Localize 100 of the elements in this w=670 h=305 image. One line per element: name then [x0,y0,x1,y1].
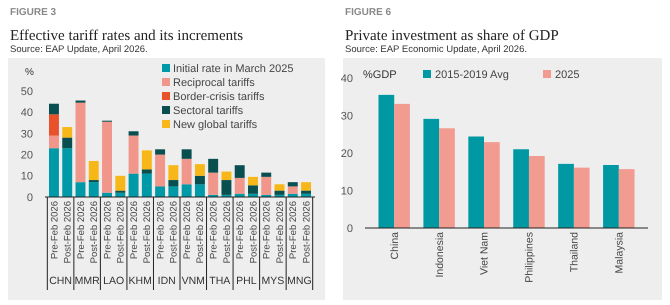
bar [423,118,440,228]
x-tick-label: Thailand [568,232,581,272]
x-tick-label: Pre-Feb 2026 [235,201,246,260]
y-tick-label: 40 [340,72,353,85]
bar [208,158,218,173]
text: PHL [236,275,257,287]
bar [618,169,635,228]
bar [208,172,218,195]
chart-title: Private investment as share of GDP [345,28,559,44]
x-tick-label: Viet Nam [478,232,491,275]
bar [301,190,312,194]
x-tick-label: Post-Feb 2026 [195,201,206,264]
bar [234,178,245,194]
source-note: Source: EAP Economic Update, April 2026. [345,44,528,55]
bar [128,131,139,136]
bar [528,156,545,228]
bar [248,185,258,194]
bar [234,165,245,178]
y-tick-label: 20 [20,149,33,162]
chart-title: Effective tariff rates and its increments [10,28,244,44]
y-axis-title: % [25,67,34,78]
x-tick-label: Post-Feb 2026 [142,201,154,264]
x-tick-label: Post-Feb 2026 [301,201,312,264]
bar [248,176,258,186]
bar [155,154,166,186]
bar [194,176,205,184]
bar [221,180,232,195]
bar [76,182,86,197]
bar [182,184,192,197]
bar [168,165,178,180]
y-tick-label: 30 [340,110,353,122]
y-axis-title: %GDP [363,69,397,81]
bar [142,150,152,170]
bar [48,114,59,136]
bar [261,172,272,177]
text: MNG [287,275,312,287]
x-tick-label: Pre-Feb 2026 [76,201,87,260]
bar [128,174,139,197]
legend-label: 2025 [555,69,580,81]
legend-label: New global tariffs [173,119,258,131]
bar [142,174,152,197]
bar [62,138,72,148]
bar [88,182,99,197]
bar [394,104,410,228]
text: IDN [158,275,176,287]
y-tick-label: 0 [26,192,33,204]
x-tick-label: China [388,232,401,260]
bar [182,149,192,159]
bar [194,164,205,176]
bar [484,142,500,228]
source-note: Source: EAP Update, April 2026. [10,44,148,55]
x-tick-label: Pre-Feb 2026 [128,201,140,260]
bar [274,190,284,195]
x-tick-label: Philippines [524,232,536,283]
text: KHM [128,275,152,287]
bar [62,148,72,197]
bar [48,104,59,114]
x-tick-label: Post-Feb 2026 [274,201,286,264]
bar [48,136,59,148]
bar [168,186,178,197]
y-tick-label: 0 [346,222,353,235]
x-tick-label: Indonesia [434,232,446,278]
bar [182,158,192,184]
x-tick-label: Post-Feb 2026 [62,201,74,264]
bar [603,165,619,228]
bar [261,176,272,195]
bar [48,148,59,197]
text: VNM [182,275,205,287]
bar [288,182,298,186]
bar [76,102,86,182]
y-tick-label: 10 [340,185,353,198]
text: LAO [103,275,124,287]
bar [301,182,312,191]
bar [115,176,126,191]
bar [288,186,298,194]
bar [558,164,574,228]
caption: FIGURE 3 [10,7,57,18]
x-tick-label: Pre-Feb 2026 [208,201,220,260]
bar [439,128,455,228]
x-tick-label: Pre-Feb 2026 [262,201,273,260]
x-tick-label: Post-Feb 2026 [89,201,100,264]
legend-label: Initial rate in March 2025 [173,63,294,75]
y-tick-label: 50 [20,86,33,98]
y-tick-label: 40 [20,107,33,120]
x-tick-label: Post-Feb 2026 [248,201,260,264]
bar [155,186,166,197]
x-tick-label: Malaysia [613,232,626,274]
x-tick-label: Pre-Feb 2026 [49,201,60,260]
bar [155,149,166,155]
bar [142,169,152,174]
text: CHN [49,275,72,287]
bar [221,172,232,180]
caption: FIGURE 6 [345,7,392,18]
bar [194,184,205,197]
bar [468,136,484,228]
x-tick-label: Pre-Feb 2026 [155,201,166,260]
bar [62,127,72,138]
legend-label: 2015-2019 Avg [435,69,509,81]
x-tick-label: Pre-Feb 2026 [288,201,300,260]
x-tick-label: Post-Feb 2026 [168,201,180,264]
